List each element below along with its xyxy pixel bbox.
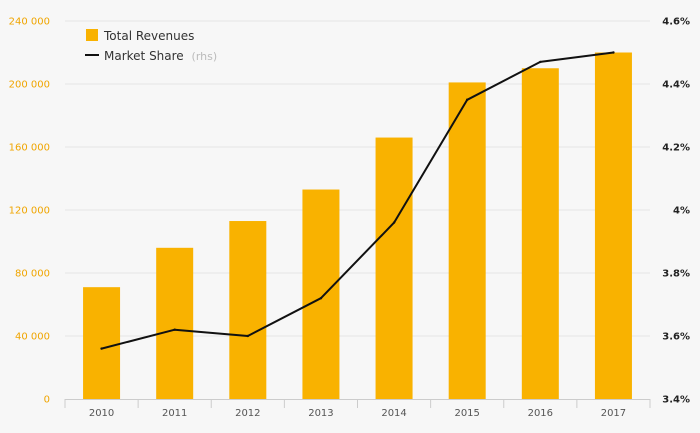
- y-axis-left: 0 40 000 80 000 120 000 160 000 200 000 240 00…: [9, 17, 50, 406]
- y-right-tick-label: 4.6%: [662, 17, 690, 28]
- point-2012: [246, 334, 250, 338]
- market-share-line: [100, 51, 615, 350]
- x-tick-label-2016: 2016: [528, 408, 553, 419]
- y-right-tick-label: 4.4%: [662, 80, 690, 91]
- y-left-tick-label: 240 000: [9, 17, 50, 28]
- bar-2015: [448, 82, 486, 400]
- y-left-tick-label: 200 000: [9, 80, 50, 91]
- point-2017: [612, 51, 615, 54]
- y-left-tick-label: 160 000: [9, 143, 50, 154]
- point-2010: [100, 347, 103, 350]
- y-right-tick-label: 4.2%: [662, 143, 690, 154]
- bar-2013: [302, 189, 340, 399]
- x-tick-label-2010: 2010: [89, 408, 114, 419]
- y-left-tick-label: 40 000: [15, 332, 50, 343]
- legend-label-total-revenues: Total Revenues: [103, 29, 194, 43]
- point-2011: [173, 328, 176, 331]
- point-2016: [539, 60, 542, 64]
- x-tick-label-2012: 2012: [235, 408, 260, 419]
- bar-2014: [375, 137, 413, 400]
- bar-2016: [521, 68, 559, 399]
- legend-note-rhs: (rhs): [192, 50, 218, 63]
- legend-label-market-share: Market Share (rhs): [104, 49, 217, 63]
- y-left-tick-label: 120 000: [9, 206, 50, 217]
- bar-2017: [594, 52, 632, 399]
- x-tick-label-2015: 2015: [454, 408, 479, 419]
- bar-2012: [229, 221, 267, 399]
- legend-swatch-total-revenues: [86, 29, 98, 41]
- y-right-tick-label: 3.4%: [662, 395, 690, 406]
- grid-lines: [65, 20, 650, 337]
- legend: Total Revenues Market Share (rhs): [85, 29, 217, 63]
- y-right-tick-label: 3.6%: [662, 332, 690, 343]
- y-axis-right: 3.4% 3.6% 3.8% 4% 4.2% 4.4% 4.6%: [662, 17, 690, 406]
- x-tick-label-2011: 2011: [162, 408, 187, 419]
- y-left-tick-label: 0: [44, 395, 50, 406]
- y-left-tick-label: 80 000: [15, 269, 50, 280]
- x-tick-label-2017: 2017: [601, 408, 626, 419]
- y-right-tick-label: 4%: [673, 206, 690, 217]
- point-2014: [392, 221, 396, 224]
- point-2013: [319, 297, 323, 300]
- bar-2011: [156, 247, 194, 399]
- point-2015: [465, 98, 469, 101]
- bar-2010: [83, 287, 121, 399]
- x-tick-label-2014: 2014: [381, 408, 406, 419]
- x-axis: 2010 2011 2012 2013 2014 2015 2016 2017: [64, 399, 651, 419]
- x-tick-label-2013: 2013: [308, 408, 333, 419]
- y-right-tick-label: 3.8%: [662, 269, 690, 280]
- legend-label-market-share-text: Market Share: [104, 49, 184, 63]
- line-series-market-share: [100, 51, 615, 350]
- bar-series-total-revenues: [83, 52, 632, 400]
